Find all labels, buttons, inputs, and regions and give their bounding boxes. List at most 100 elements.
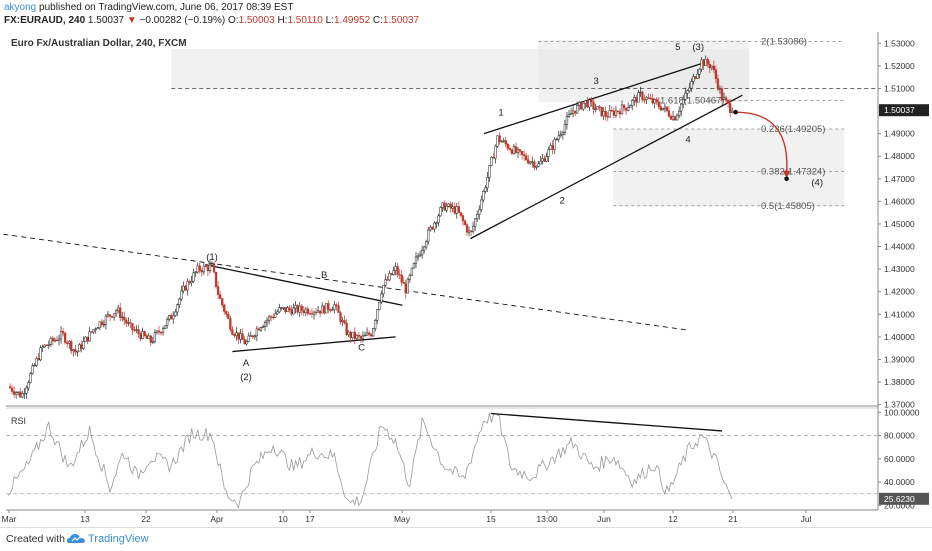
candle-body bbox=[139, 333, 142, 339]
candle-body bbox=[8, 386, 12, 389]
chart-canvas[interactable]: 2(1.53086) 1.618(1.50467) 0.236(1.49205) 0.… bbox=[0, 0, 932, 527]
candle-body bbox=[396, 266, 399, 275]
wave-label: (2) bbox=[240, 372, 252, 383]
time-tick-label: Apr bbox=[210, 514, 223, 524]
rsi-tick-label: 40.0000 bbox=[884, 477, 915, 487]
candle-body bbox=[267, 316, 271, 321]
candle-body bbox=[210, 263, 214, 266]
fib-level-label: 0.382(1.47324) bbox=[761, 166, 825, 177]
candle-body bbox=[416, 255, 420, 258]
candle-body bbox=[708, 64, 711, 69]
candle-body bbox=[720, 88, 724, 101]
candle-body bbox=[12, 391, 16, 395]
candle-body bbox=[673, 116, 677, 121]
candle-body bbox=[567, 114, 571, 117]
candle-body bbox=[692, 76, 695, 82]
candle-body bbox=[622, 104, 626, 109]
candle-body bbox=[243, 339, 246, 345]
candle-body bbox=[496, 135, 499, 147]
candle-body bbox=[168, 315, 171, 320]
candle-body bbox=[259, 327, 263, 331]
candle-body bbox=[339, 312, 342, 323]
candle-body bbox=[102, 323, 106, 326]
candle-body bbox=[718, 88, 722, 90]
time-tick-label: Mar bbox=[2, 514, 17, 524]
candle-body bbox=[347, 331, 350, 335]
trendline bbox=[232, 336, 396, 353]
candle-body bbox=[502, 140, 505, 142]
time-tick-label: 21 bbox=[728, 514, 738, 524]
candle-body bbox=[76, 350, 79, 353]
candle-body bbox=[310, 313, 314, 315]
candle-body bbox=[696, 73, 699, 79]
candle-body bbox=[537, 163, 540, 167]
candle-body bbox=[525, 155, 528, 161]
candle-body bbox=[35, 358, 38, 366]
candle-body bbox=[594, 108, 597, 111]
candle-body bbox=[390, 273, 393, 275]
candle-body bbox=[463, 220, 467, 225]
candle-body bbox=[429, 226, 432, 231]
candle-body bbox=[569, 113, 573, 115]
price-tick-label: 1.44000 bbox=[884, 242, 915, 252]
candle-body bbox=[19, 391, 22, 398]
candle-body bbox=[600, 106, 603, 117]
candle-body bbox=[394, 266, 397, 271]
rsi-last-tag-text: 25.6230 bbox=[884, 494, 915, 504]
candle-body bbox=[141, 331, 144, 339]
rsi-pane: 100.0000 80.0000 60.0000 40.0000 20.000025.6… bbox=[6, 407, 929, 510]
candle-body bbox=[378, 301, 381, 310]
candle-body bbox=[512, 146, 516, 154]
wave-label: 2 bbox=[560, 196, 565, 207]
candle-body bbox=[665, 106, 669, 112]
candle-body bbox=[604, 111, 607, 117]
candle-body bbox=[418, 254, 422, 257]
candle-body bbox=[380, 293, 383, 303]
candle-body bbox=[225, 311, 228, 315]
candle-body bbox=[486, 177, 489, 189]
candle-body bbox=[571, 110, 575, 114]
candle-body bbox=[445, 206, 448, 211]
fib-level-label: 1.618(1.50467) bbox=[660, 95, 724, 106]
candle-body bbox=[145, 335, 148, 339]
candle-body bbox=[561, 132, 565, 136]
candle-body bbox=[325, 303, 328, 314]
candle-body bbox=[223, 304, 226, 312]
candle-body bbox=[321, 305, 324, 314]
author-link[interactable]: akyong bbox=[4, 2, 37, 13]
candle-body bbox=[131, 323, 134, 330]
down-triangle-icon: ▼ bbox=[126, 15, 137, 26]
candle-body bbox=[21, 393, 24, 398]
candle-body bbox=[300, 305, 303, 311]
candle-body bbox=[367, 332, 371, 335]
candle-body bbox=[602, 111, 605, 117]
wave-label: C bbox=[358, 342, 365, 353]
candle-body bbox=[722, 97, 726, 101]
candle-body bbox=[15, 392, 18, 395]
candle-body bbox=[72, 349, 75, 352]
candle-body bbox=[657, 101, 660, 107]
candle-body bbox=[176, 304, 179, 313]
candle-body bbox=[265, 319, 269, 323]
last-price: 1.50037 bbox=[87, 15, 125, 26]
candle-body bbox=[498, 135, 501, 142]
candle-body bbox=[357, 334, 361, 337]
candle-body bbox=[296, 305, 299, 313]
candle-body bbox=[661, 108, 664, 111]
tradingview-brand-link[interactable]: TradingView bbox=[88, 533, 149, 545]
candle-body bbox=[29, 373, 32, 383]
rsi-last-tag bbox=[879, 492, 929, 505]
time-tick-label: 13:00 bbox=[536, 514, 558, 524]
candle-body bbox=[465, 224, 469, 233]
trendlines[interactable] bbox=[0, 60, 743, 353]
candle-body bbox=[480, 199, 483, 210]
time-tick-label: 15 bbox=[486, 514, 496, 524]
projection-end-dot bbox=[784, 176, 789, 182]
candle-body bbox=[261, 326, 265, 328]
candle-body bbox=[510, 149, 514, 154]
candle-body bbox=[682, 99, 685, 105]
candle-body bbox=[647, 97, 650, 99]
candle-body bbox=[249, 335, 252, 337]
time-tick-label: May bbox=[394, 514, 411, 524]
candle-body bbox=[251, 335, 254, 338]
